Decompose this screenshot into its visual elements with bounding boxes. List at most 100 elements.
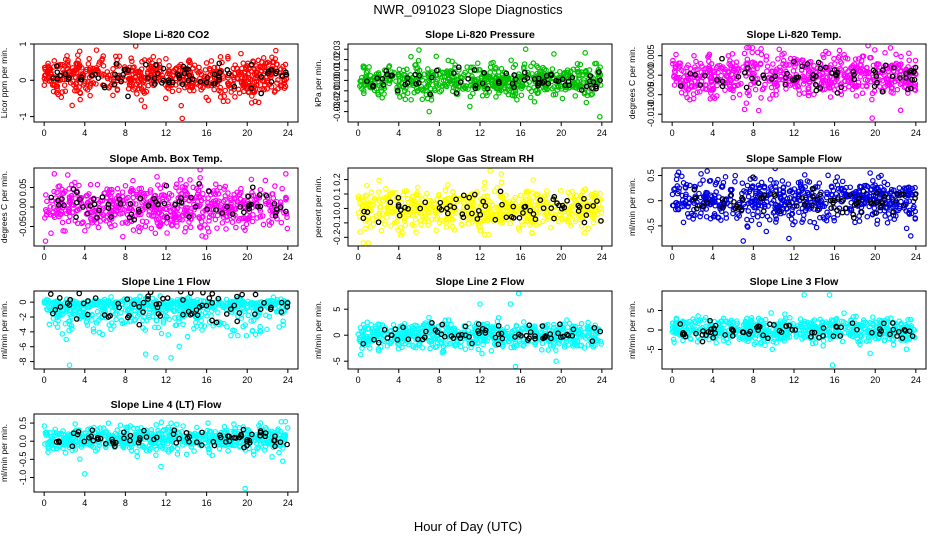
flagged-point [57, 304, 64, 310]
flagged-point [704, 199, 710, 205]
data-point [852, 56, 859, 62]
data-point [698, 171, 704, 177]
data-point [127, 79, 134, 86]
flagged-point [809, 185, 816, 192]
data-point [540, 218, 546, 225]
data-point [263, 312, 269, 319]
flagged-point [101, 312, 108, 318]
flagged-point [241, 209, 247, 216]
data-point [696, 89, 703, 95]
data-point [214, 225, 220, 231]
data-point [469, 73, 475, 79]
data-point [228, 332, 234, 339]
data-point [469, 219, 476, 225]
data-point [906, 198, 913, 204]
y-tick-label: -8 [18, 358, 28, 366]
data-point [166, 63, 172, 69]
data-point [801, 172, 808, 178]
flagged-point [691, 195, 698, 202]
data-point [55, 317, 61, 324]
panel-title-l2: Slope Line 2 Flow [436, 276, 526, 288]
data-point [192, 319, 199, 326]
flagged-point [581, 195, 587, 202]
flagged-point [548, 205, 555, 212]
flagged-point [893, 198, 899, 204]
x-tick-label: 20 [242, 128, 252, 138]
flagged-point [80, 204, 86, 210]
data-point [800, 81, 807, 87]
data-point [528, 88, 535, 95]
data-point [243, 332, 250, 339]
data-point [786, 188, 793, 195]
data-point [391, 220, 398, 226]
flagged-point [438, 206, 445, 213]
panel-ylabel-rh: percent per min. [313, 176, 323, 237]
data-point [164, 230, 170, 236]
data-point [735, 68, 742, 74]
data-point [898, 53, 904, 60]
data-point [669, 191, 676, 198]
data-point [47, 203, 54, 210]
data-point [869, 96, 875, 103]
x-tick-label: 20 [242, 375, 252, 385]
data-point [780, 57, 787, 64]
data-point [590, 193, 596, 199]
flagged-point [213, 319, 220, 326]
flagged-point [734, 203, 740, 210]
data-point [451, 227, 458, 233]
data-point [755, 208, 761, 215]
data-point [266, 218, 272, 224]
flagged-point [224, 204, 230, 210]
flagged-point [140, 299, 147, 306]
flagged-point [530, 211, 537, 217]
flagged-point [261, 300, 267, 306]
data-point [848, 64, 854, 71]
points-rh [355, 168, 605, 246]
data-point [773, 87, 779, 94]
flagged-point [479, 80, 486, 87]
data-point [841, 51, 847, 58]
data-point [763, 228, 770, 235]
data-point [764, 68, 770, 75]
data-point [419, 96, 426, 103]
points-boxtemp [42, 168, 291, 244]
data-point [397, 224, 404, 231]
data-point [408, 197, 415, 203]
flagged-point [907, 85, 914, 92]
flagged-point [472, 82, 479, 89]
data-point [838, 186, 844, 193]
data-point [558, 215, 564, 221]
flagged-point [540, 205, 547, 212]
flagged-point [581, 219, 588, 226]
data-point [888, 189, 895, 195]
data-point [549, 66, 556, 72]
flagged-point [527, 207, 534, 214]
data-point [179, 184, 186, 190]
data-point [705, 58, 712, 65]
data-point [711, 210, 718, 217]
data-point [48, 230, 54, 237]
flagged-point [471, 191, 478, 198]
flagged-point [768, 76, 775, 82]
flagged-point [480, 198, 487, 205]
flagged-point [73, 189, 80, 196]
data-point [796, 209, 802, 216]
data-point [903, 225, 910, 232]
data-point [390, 208, 396, 215]
data-point [460, 208, 466, 215]
data-point [84, 315, 90, 321]
data-point [181, 207, 188, 214]
data-point [168, 222, 175, 229]
flagged-point [586, 78, 593, 85]
data-point [280, 321, 287, 328]
data-point [122, 307, 129, 313]
data-point [411, 198, 418, 204]
data-point [235, 332, 241, 339]
data-point [673, 199, 680, 206]
data-point [715, 69, 721, 76]
flagged-point [516, 215, 523, 221]
flagged-point [735, 73, 742, 80]
data-point [732, 172, 739, 179]
